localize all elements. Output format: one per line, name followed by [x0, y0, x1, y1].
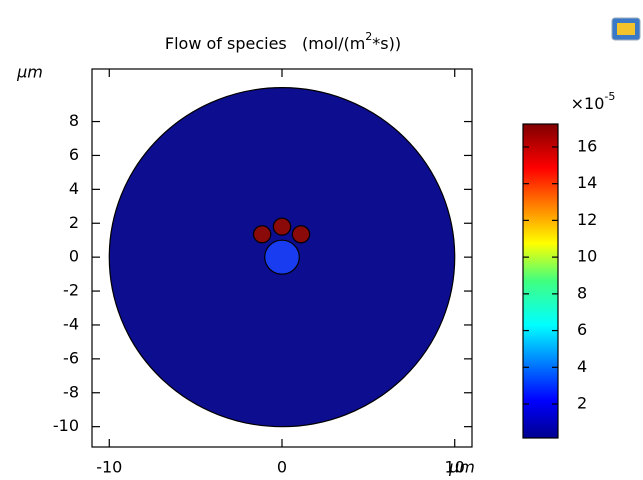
y-tick-label: -10: [53, 416, 79, 435]
colorbar-tick-label: 10: [577, 247, 597, 266]
y-tick-label: 6: [69, 145, 79, 164]
colorbar: [522, 123, 559, 439]
region: [291, 225, 311, 244]
y-tick-label: 2: [69, 213, 79, 232]
colorbar-tick-label: 12: [577, 210, 597, 229]
y-unit: μm: [16, 63, 43, 82]
y-tick-label: -2: [63, 281, 79, 300]
colorbar-multiplier: ×10-5: [571, 90, 616, 113]
x-unit: μm: [448, 458, 475, 477]
colorbar-tick-label: 14: [577, 173, 597, 192]
x-tick-label: -10: [96, 458, 122, 477]
x-tick-label: 0: [277, 458, 287, 477]
colorbar-tick-label: 16: [577, 136, 597, 155]
colorbar-tick-label: 2: [577, 394, 587, 413]
region: [264, 239, 300, 275]
chart-title: Flow of species (mol/(m2*s)): [165, 30, 401, 53]
colorbar-tick-label: 6: [577, 320, 587, 339]
y-tick-label: 8: [69, 111, 79, 130]
region: [272, 217, 292, 236]
y-tick-label: 0: [69, 247, 79, 266]
y-tick-label: -8: [63, 382, 79, 401]
icon: [611, 17, 641, 41]
y-tick-label: 4: [69, 179, 79, 198]
region: [252, 225, 272, 244]
colorbar-tick-label: 8: [577, 283, 587, 302]
x-tick-label: 10: [445, 458, 465, 477]
colorbar-tick-label: 4: [577, 357, 587, 376]
y-tick-label: -6: [63, 348, 79, 367]
y-tick-label: -4: [63, 314, 79, 333]
